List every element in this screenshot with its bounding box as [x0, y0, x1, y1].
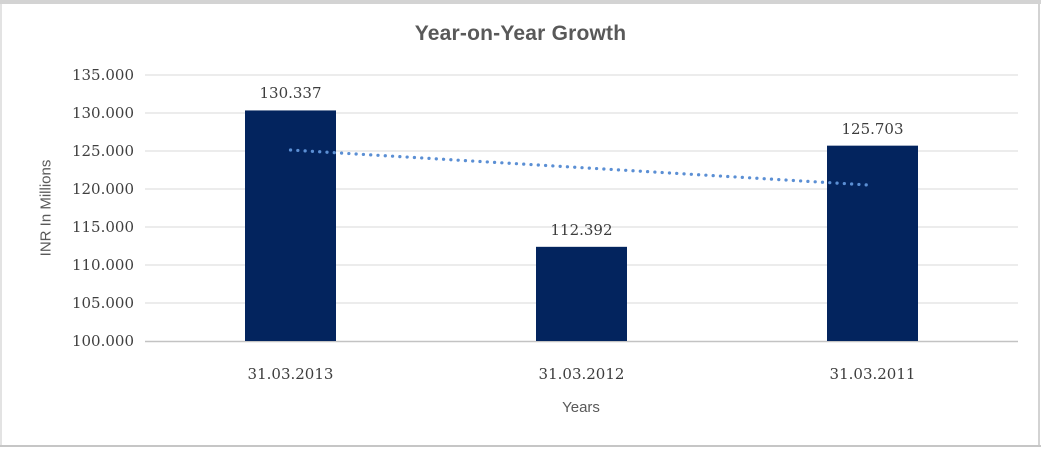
bar-data-label: 130.337 — [259, 84, 322, 103]
chart-title: Year-on-Year Growth — [414, 22, 627, 45]
y-tick-label: 110.000 — [71, 256, 134, 274]
bar-31.03.2013 — [245, 110, 336, 341]
y-tick-label: 115.000 — [71, 218, 134, 236]
y-tick-label: 130.000 — [71, 104, 134, 122]
frame-border-left — [0, 4, 2, 445]
x-axis-category-label: 31.03.2012 — [538, 365, 625, 383]
bar-data-label: 125.703 — [841, 119, 904, 138]
y-tick-label: 125.000 — [71, 142, 134, 160]
frame-border-bottom — [0, 445, 1041, 447]
x-axis-title: Years — [562, 399, 600, 416]
x-axis-category-label: 31.03.2011 — [829, 365, 916, 383]
frame-border-top — [0, 0, 1041, 4]
x-axis-category-label: 31.03.2013 — [247, 365, 334, 383]
y-axis-title: INR In Millions — [37, 159, 55, 257]
y-tick-label: 120.000 — [71, 180, 134, 198]
bar-31.03.2012 — [536, 246, 627, 341]
frame-border-right — [1038, 4, 1040, 445]
bar-data-label: 112.392 — [550, 220, 613, 239]
trendline — [288, 148, 875, 187]
y-tick-label: 135.000 — [71, 66, 134, 84]
y-tick-label: 100.000 — [71, 332, 134, 350]
y-tick-label: 105.000 — [71, 294, 134, 312]
bar-31.03.2011 — [827, 145, 918, 341]
